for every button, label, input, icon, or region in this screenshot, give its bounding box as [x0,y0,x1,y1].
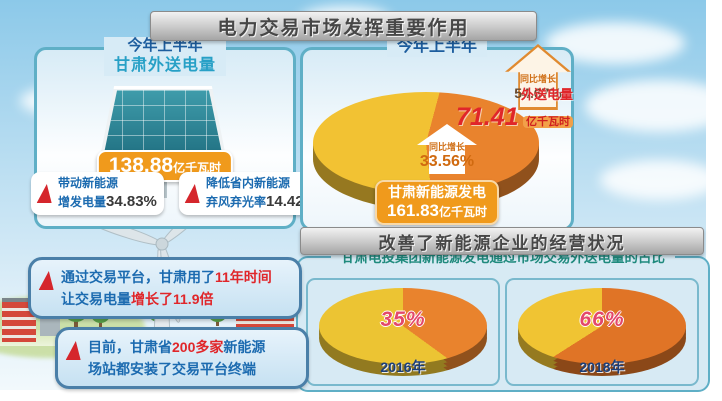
text-segment: 让交易电量 [61,290,131,307]
left-panel-header: 今年上半年 甘肃外送电量 [103,37,227,76]
total-unit: 亿千瓦时 [438,204,488,219]
tree-trunk [216,318,219,326]
cloud [600,160,720,200]
pie-year-2018: 2018年 [579,359,625,375]
callout-platform-terminals: 目前，甘肃省200多家新能源 场站都安装了交易平台终端 [55,327,309,390]
stat-new-energy-generation: 带动新能源 增发电量34.83% [31,172,164,216]
outbound-value: 71.41 [455,103,519,131]
pie-box-2018: 66% 2018年 [505,278,699,386]
stat-line2: 弃风弃光率 [206,194,267,209]
stat-value: 34.83% [106,192,157,210]
yoy-label: 同比增长 [428,142,465,152]
stat-line2: 增发电量 [58,194,107,209]
text-segment: 场站都安装了交易平台终端 [88,360,256,377]
share-panel: 甘肃电投集团新能源发电通过市场交易外送电量的占比 35% 2016年 66% 2… [296,248,710,392]
section-title: 改善了新能源企业的经营状况 [378,233,626,253]
yoy-outbound-arrow: 同比增长 54.67% [505,44,571,110]
left-panel-outbound: 今年上半年 甘肃外送电量 138.88亿千瓦时 带动新能源 增发电量34.83%… [31,37,324,229]
outbound-volume-block: 外送电量 71.41 亿千瓦时 [453,84,573,132]
left-panel-header-line1: 今年上半年 [127,37,203,54]
generation-total-badge: 甘肃新能源发电 161.83亿千瓦时 [374,180,500,226]
cloud [585,80,722,132]
up-arrow-icon [39,271,57,290]
outbound-unit: 亿千瓦时 [523,116,573,128]
pie-percent-2016: 35% [380,308,426,331]
callout-trading-growth: 通过交易平台，甘肃用了11年时间 让交易电量增长了11.9倍 [28,257,302,320]
outbound-value: 138.88 [108,154,174,177]
yoy-generation-arrow: 同比增长 33.56% [395,124,499,174]
yoy-value: 33.56% [419,153,475,170]
text-segment: 新能源 [223,339,266,355]
text-segment-highlight: 200多家 [172,339,224,355]
tree-trunk [99,320,102,328]
chart-pie-2018 [518,288,686,376]
outbound-unit: 亿千瓦时 [173,161,222,175]
callout-text: 通过交易平台，甘肃用了11年时间 让交易电量增长了11.9倍 [61,267,272,310]
stat-line1: 降低省内新能源 [206,176,291,190]
text-segment: 目前，甘肃省 [88,339,172,355]
up-arrow-icon [185,184,203,203]
text-segment: 通过交易平台，甘肃用了 [61,269,215,285]
outbound-label: 外送电量 [520,87,573,102]
pie-year-2016: 2016年 [380,359,426,375]
left-panel-header-line2: 甘肃外送电量 [113,56,217,74]
stat-text: 带动新能源 增发电量34.83% [58,176,157,211]
right-panel-header-text: 今年上半年 [396,38,478,55]
callout-text: 目前，甘肃省200多家新能源 场站都安装了交易平台终端 [88,337,265,380]
yoy-label: 同比增长 [519,74,556,84]
right-panel-generation: 今年上半年 同比增长 54.67% 外送电量 71.41 亿千瓦时 [300,37,574,231]
section-title-bar: 改善了新能源企业的经营状况 [300,227,704,255]
main-title-bar: 电力交易市场发挥重要作用 [150,11,537,41]
up-arrow-icon [66,341,84,360]
total-label: 甘肃新能源发电 [387,184,486,200]
yoy-value: 54.67% [514,85,562,101]
main-title: 电力交易市场发挥重要作用 [217,17,470,39]
tree-trunk [74,318,78,327]
text-segment-highlight: 11年时间 [215,269,272,285]
total-value: 161.83 [386,200,439,220]
stat-text: 降低省内新能源 弃风弃光率14.42% [206,176,317,211]
stat-line1: 带动新能源 [58,176,119,190]
right-panel-header: 今年上半年 [386,37,488,57]
text-segment-highlight: 增长了11.9倍 [131,290,214,307]
pie-percent-2018: 66% [579,308,625,331]
stat-curtailment-reduction: 降低省内新能源 弃风弃光率14.42% [179,172,324,216]
chart-pie-2016 [319,288,487,376]
up-arrow-icon [37,184,55,203]
pie-box-2016: 35% 2016年 [306,278,500,386]
